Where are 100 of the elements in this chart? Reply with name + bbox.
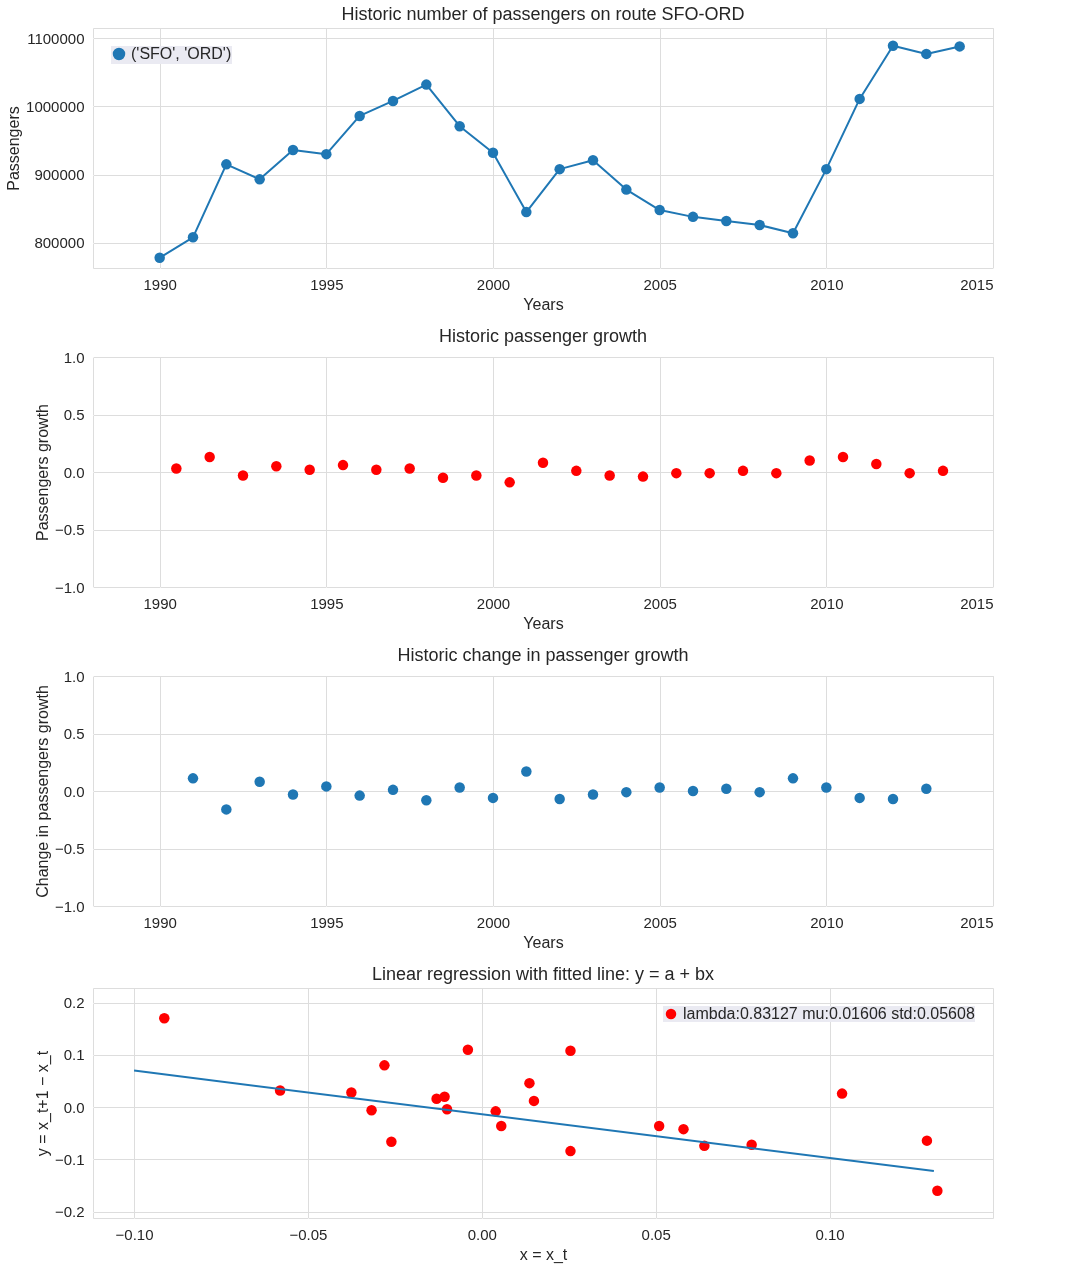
y-tick-label: −0.2 (54, 1203, 85, 1221)
y-tick-label: 0.0 (63, 782, 85, 800)
point (887, 40, 899, 51)
x-tick-label: 2010 (810, 275, 844, 293)
point (771, 467, 782, 479)
x-tick-label: 1995 (310, 594, 344, 612)
point (621, 786, 632, 798)
point (704, 467, 715, 479)
point (721, 783, 732, 794)
point (237, 470, 249, 481)
y-tick-label: 900000 (34, 166, 85, 184)
y-tick-label: 0.0 (63, 1098, 85, 1116)
y-tick-label: −0.5 (54, 840, 85, 857)
point (437, 472, 449, 483)
x-tick-label: 2005 (643, 913, 677, 931)
point (554, 163, 565, 175)
point (587, 789, 599, 800)
point (587, 155, 599, 166)
point (487, 147, 499, 159)
point (421, 79, 432, 90)
point (221, 159, 232, 170)
y-tick-label: 1.0 (63, 667, 85, 685)
point (386, 1136, 397, 1147)
point (304, 464, 315, 475)
point (678, 1123, 689, 1135)
point (787, 227, 799, 239)
point (621, 184, 632, 195)
point (821, 782, 832, 793)
x-tick-label: 2000 (476, 913, 511, 931)
y-tick-label: −0.5 (54, 521, 85, 538)
point (687, 785, 699, 797)
x-tick-label: 2015 (960, 275, 994, 293)
y-axis-title: Passengers growth (33, 404, 51, 541)
point (687, 211, 699, 223)
y-tick-label: 800000 (34, 234, 85, 252)
y-axis-title: Change in passengers growth (33, 685, 51, 898)
x-tick-label: 2010 (810, 913, 844, 931)
y-tick-label: −1.0 (54, 897, 85, 915)
point (565, 1145, 576, 1157)
point (921, 48, 932, 60)
point (654, 782, 665, 793)
x-axis-title: Years (523, 614, 564, 632)
point (254, 776, 265, 788)
chart-title: Historic change in passenger growth (397, 645, 689, 665)
point (504, 477, 515, 488)
point (321, 781, 332, 792)
point (654, 204, 665, 216)
y-tick-label: 1100000 (27, 29, 85, 47)
x-tick-label: 1990 (143, 275, 177, 293)
point (937, 465, 949, 477)
x-tick-label: 0.05 (641, 1225, 671, 1243)
point (287, 789, 299, 800)
point (187, 773, 199, 784)
point (754, 219, 765, 231)
point (454, 120, 465, 132)
point (271, 461, 282, 472)
point (321, 148, 332, 160)
y-tick-label: 0.0 (63, 463, 85, 481)
point (524, 1077, 535, 1089)
x-tick-label: 1990 (143, 594, 177, 612)
point (404, 463, 415, 474)
x-axis-title: Years (523, 295, 564, 313)
point (439, 1091, 450, 1102)
point (653, 1120, 665, 1132)
y-tick-label: 1.0 (63, 348, 85, 366)
x-tick-label: 0.10 (815, 1225, 845, 1243)
point (154, 252, 165, 264)
point (171, 463, 182, 474)
x-tick-label: 0.00 (467, 1225, 497, 1243)
y-tick-label: 0.5 (63, 725, 85, 742)
x-tick-label: 1995 (310, 913, 344, 931)
x-tick-label: 2000 (476, 594, 511, 612)
point (454, 782, 465, 793)
y-tick-label: 0.1 (63, 1046, 85, 1064)
chart-title: Linear regression with fitted line: y = a + bx (371, 964, 715, 984)
point (521, 766, 532, 777)
x-tick-label: 1995 (310, 275, 344, 293)
x-axis-title: Years (523, 933, 564, 951)
point (565, 1045, 576, 1056)
point (496, 1120, 507, 1132)
point (887, 793, 899, 805)
point (159, 1013, 170, 1024)
x-tick-label: 2010 (810, 594, 844, 612)
point (471, 470, 482, 481)
point (537, 457, 549, 469)
point (721, 215, 732, 227)
point (604, 470, 615, 481)
point (421, 794, 432, 806)
point (554, 793, 565, 805)
x-axis-title: x = x_t (519, 1245, 568, 1264)
point (221, 804, 232, 815)
point (932, 1185, 943, 1197)
x-tick-label: 2015 (960, 913, 994, 931)
point (387, 95, 399, 107)
x-tick-label: 2000 (476, 275, 511, 293)
point (754, 786, 765, 798)
x-tick-label: 2005 (643, 275, 677, 293)
x-tick-label: −0.10 (115, 1225, 154, 1243)
y-tick-label: 0.5 (63, 406, 85, 423)
point (366, 1105, 377, 1116)
